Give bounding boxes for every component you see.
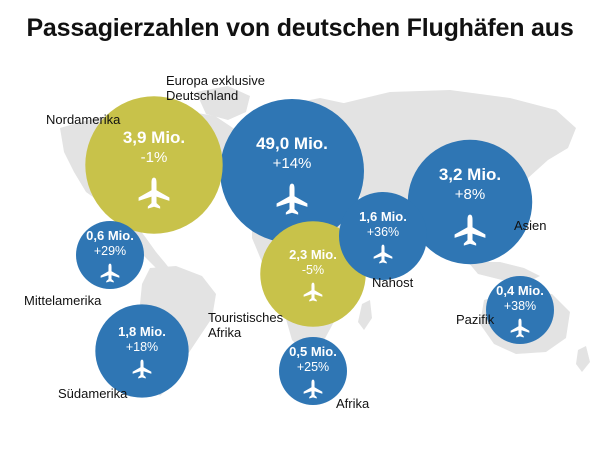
bubble-change-label: +25% — [297, 360, 329, 374]
bubble-passengers-label: 2,3 Mio. — [289, 247, 337, 262]
bubble-passengers-label: 0,6 Mio. — [86, 228, 134, 243]
label-touristisch: Touristisches Afrika — [208, 310, 283, 340]
bubble-mittelamerika: 0,6 Mio.+29% — [76, 221, 144, 289]
bubble-europa-exklusive-deutschland: 49,0 Mio. +14% — [220, 99, 364, 243]
bubble-passengers-label: 0,4 Mio. — [496, 283, 544, 298]
bubble-change-label: +38% — [504, 299, 536, 313]
label-europa-line1: Europa exklusive — [166, 73, 265, 88]
bubble-change-label: +14% — [273, 155, 312, 172]
bubble-circle — [279, 337, 347, 405]
airplane-icon — [510, 318, 530, 338]
bubble-change-label: +18% — [126, 340, 158, 354]
bubble-südamerika: 1,8 Mio.+18% — [95, 304, 189, 398]
label-europa-line2: Deutschland — [166, 88, 239, 103]
label-pazifik: Pazifik — [456, 312, 495, 327]
label-mittelamerika: Mittelamerika — [24, 293, 102, 308]
bubble-pazifik: 0,4 Mio.+38% — [486, 276, 554, 344]
bubble-circle — [76, 221, 144, 289]
bubble-change-label: +29% — [94, 244, 126, 258]
label-asien: Asien — [514, 218, 547, 233]
label-afrika: Afrika — [336, 396, 370, 411]
bubble-passengers-label: 1,6 Mio. — [359, 209, 407, 224]
bubble-change-label: -5% — [302, 263, 324, 277]
airplane-icon — [303, 379, 323, 399]
bubble-change-label: +36% — [367, 225, 399, 239]
chart-title: Passagierzahlen von deutschen Flughäfen … — [26, 14, 574, 42]
label-suedamerika: Südamerika — [58, 386, 128, 401]
bubble-circle — [85, 96, 223, 234]
bubble-circle — [486, 276, 554, 344]
bubble-touristisches-afrika: 2,3 Mio.-5% — [260, 221, 366, 327]
bubble-circle — [339, 192, 427, 280]
bubble-passengers-label: 1,8 Mio. — [118, 324, 166, 339]
bubble-passengers-label: 0,5 Mio. — [289, 344, 337, 359]
bubble-change-label: -1% — [141, 149, 168, 166]
greenland-shape — [196, 86, 250, 120]
bubble-circle — [260, 221, 366, 327]
new-zealand-shape — [576, 346, 590, 372]
label-touristisch-line1: Touristisches — [208, 310, 284, 325]
bubble-circle — [95, 304, 189, 398]
bubble-passengers-label: 49,0 Mio. — [256, 134, 328, 153]
bubble-circle — [407, 139, 533, 265]
airplane-icon — [303, 282, 323, 302]
bubble-nahost: 1,6 Mio.+36% — [339, 192, 427, 280]
bubble-afrika: 0,5 Mio.+25% — [279, 337, 347, 405]
bubble-asien: 3,2 Mio. +8% — [407, 139, 533, 265]
bubble-change-label: +8% — [455, 186, 485, 203]
airplane-icon — [373, 244, 393, 264]
label-touristisch-line2: Afrika — [208, 325, 242, 340]
airplane-icon — [454, 214, 486, 246]
bubble-circle — [220, 99, 364, 243]
airplane-icon — [132, 359, 152, 379]
bubble-passengers-label: 3,2 Mio. — [439, 165, 501, 184]
label-nahost: Nahost — [372, 275, 414, 290]
airplane-icon — [100, 263, 120, 283]
airplane-icon — [138, 177, 170, 209]
madagascar-shape — [358, 300, 372, 330]
label-europa: Europa exklusive Deutschland — [166, 73, 265, 103]
bubble-passengers-label: 3,9 Mio. — [123, 128, 185, 147]
airplane-icon — [276, 183, 308, 215]
label-nordamerika: Nordamerika — [46, 112, 121, 127]
bubble-nordamerika: 3,9 Mio. -1% — [85, 96, 223, 234]
